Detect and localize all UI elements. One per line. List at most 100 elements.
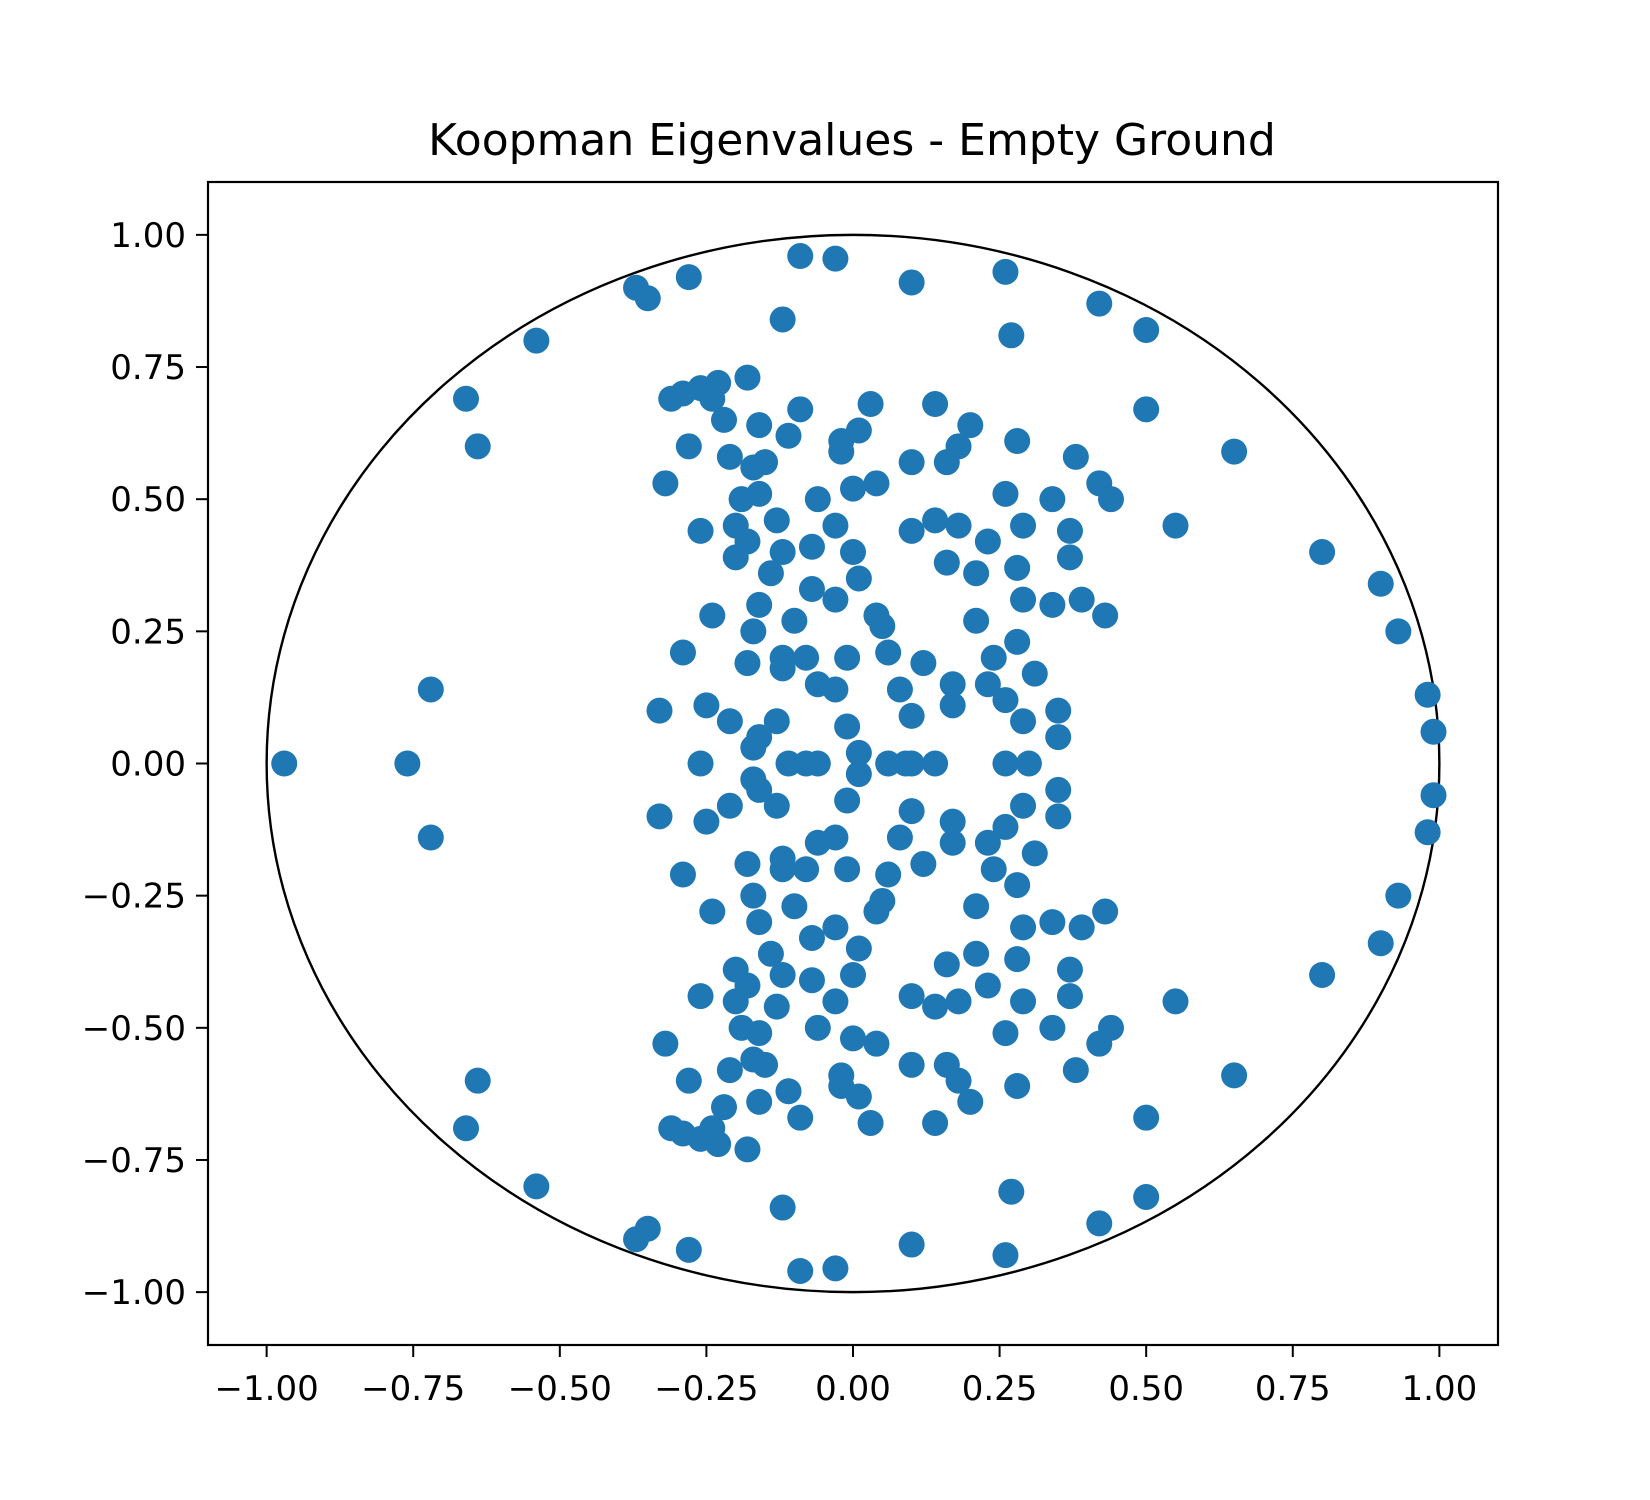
eigenvalue-point <box>869 613 896 640</box>
eigenvalue-point <box>898 449 925 476</box>
eigenvalue-point <box>417 824 444 851</box>
eigenvalue-point <box>933 549 960 576</box>
eigenvalue-point <box>898 798 925 825</box>
eigenvalue-point <box>822 824 849 851</box>
eigenvalue-point <box>752 1051 779 1078</box>
x-tick-label: 0.75 <box>1255 1369 1331 1409</box>
eigenvalue-point <box>752 449 779 476</box>
x-tick-label: −1.00 <box>215 1369 319 1409</box>
eigenvalue-point <box>845 739 872 766</box>
eigenvalue-point <box>746 412 773 439</box>
eigenvalue-point <box>271 750 298 777</box>
eigenvalue-point <box>863 1030 890 1057</box>
eigenvalue-point <box>1068 586 1095 613</box>
eigenvalue-point <box>1056 956 1083 983</box>
eigenvalue-point <box>793 644 820 671</box>
x-tick-label: 0.25 <box>962 1369 1038 1409</box>
eigenvalue-point <box>1133 1183 1160 1210</box>
eigenvalue-point <box>757 940 784 967</box>
eigenvalue-point <box>1010 988 1037 1015</box>
y-tick-label: 0.75 <box>110 348 186 388</box>
eigenvalue-point <box>992 1020 1019 1047</box>
eigenvalue-point <box>1010 586 1037 613</box>
eigenvalue-point <box>746 1020 773 1047</box>
eigenvalue-point <box>734 364 761 391</box>
eigenvalue-point <box>798 576 825 603</box>
eigenvalue-point <box>1420 782 1447 809</box>
eigenvalue-point <box>722 956 749 983</box>
eigenvalue-point <box>963 940 990 967</box>
eigenvalue-point <box>763 993 790 1020</box>
eigenvalue-point <box>1004 1072 1031 1099</box>
eigenvalue-point <box>957 412 984 439</box>
eigenvalue-point <box>1133 317 1160 344</box>
x-tick-label: −0.50 <box>508 1369 612 1409</box>
eigenvalue-point <box>1039 909 1066 936</box>
eigenvalue-point <box>787 243 814 270</box>
x-tick-label: −0.75 <box>361 1369 465 1409</box>
eigenvalue-point <box>863 470 890 497</box>
eigenvalue-point <box>464 1067 491 1094</box>
eigenvalue-point <box>840 1025 866 1052</box>
eigenvalue-point <box>980 644 1007 671</box>
eigenvalue-point <box>1021 660 1048 687</box>
eigenvalue-point <box>939 671 966 698</box>
x-tick-label: 1.00 <box>1402 1369 1478 1409</box>
eigenvalue-point <box>699 602 726 629</box>
eigenvalue-point <box>693 692 720 719</box>
eigenvalue-point <box>922 507 949 534</box>
eigenvalue-point <box>781 607 808 634</box>
eigenvalue-point <box>675 264 702 291</box>
eigenvalue-point <box>740 766 767 793</box>
eigenvalue-point <box>769 655 796 682</box>
eigenvalue-point <box>822 914 849 941</box>
eigenvalue-point <box>945 988 972 1015</box>
eigenvalue-point <box>716 792 743 819</box>
eigenvalue-point <box>945 433 972 460</box>
eigenvalue-point <box>998 1178 1025 1205</box>
y-tick-label: 0.50 <box>110 480 186 520</box>
eigenvalue-point <box>675 433 702 460</box>
eigenvalue-point <box>740 882 767 909</box>
eigenvalue-point <box>763 507 790 534</box>
eigenvalue-point <box>980 856 1007 883</box>
eigenvalue-point <box>1414 819 1441 846</box>
eigenvalue-point <box>845 935 872 962</box>
eigenvalue-point <box>652 470 679 497</box>
eigenvalue-point <box>798 924 825 951</box>
eigenvalue-point <box>939 808 966 835</box>
eigenvalue-point <box>1221 1062 1248 1089</box>
eigenvalue-point <box>1010 512 1037 539</box>
eigenvalue-point <box>1039 486 1066 513</box>
eigenvalue-point <box>992 813 1019 840</box>
eigenvalue-point <box>804 486 831 513</box>
eigenvalue-point <box>675 1067 702 1094</box>
eigenvalue-point <box>822 1255 849 1282</box>
eigenvalue-point <box>464 433 491 460</box>
data-points <box>271 243 1447 1284</box>
eigenvalue-point <box>939 692 966 719</box>
y-tick-label: 0.25 <box>110 612 186 652</box>
eigenvalue-point <box>746 591 773 618</box>
eigenvalue-point <box>845 565 872 592</box>
eigenvalue-point <box>1004 554 1031 581</box>
eigenvalue-point <box>669 639 696 666</box>
eigenvalue-point <box>693 808 720 835</box>
eigenvalue-point <box>804 1014 831 1041</box>
eigenvalue-point <box>1010 708 1037 735</box>
eigenvalue-point <box>798 533 825 560</box>
eigenvalue-point <box>1385 882 1412 909</box>
eigenvalue-point <box>699 898 726 925</box>
eigenvalue-point <box>1056 983 1083 1010</box>
chart-title: Koopman Eigenvalues - Empty Ground <box>428 115 1276 166</box>
eigenvalue-point <box>1062 443 1089 470</box>
eigenvalue-point <box>1039 591 1066 618</box>
eigenvalue-point <box>857 1109 884 1136</box>
eigenvalue-point <box>1004 946 1031 973</box>
eigenvalue-point <box>898 702 925 729</box>
eigenvalue-point <box>957 1088 984 1115</box>
y-tick-label: −0.25 <box>82 877 186 917</box>
eigenvalue-point <box>974 528 1001 555</box>
